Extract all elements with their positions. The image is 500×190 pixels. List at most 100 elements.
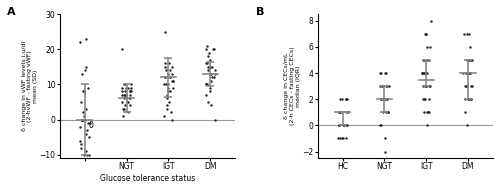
Point [421, 85, 429, 88]
Point [419, 59, 427, 62]
Point [426, 19, 434, 22]
Point [464, 72, 472, 75]
Point [118, 48, 126, 51]
Point [342, 98, 350, 101]
Point [126, 90, 134, 93]
Point [127, 86, 135, 89]
Point [78, 118, 86, 121]
Point [423, 111, 431, 114]
Point [466, 59, 474, 62]
Point [422, 32, 430, 35]
Point [463, 85, 471, 88]
Point [79, 118, 87, 121]
Point [465, 59, 473, 62]
Point [423, 72, 431, 75]
Point [385, 85, 393, 88]
Point [376, 72, 384, 75]
Y-axis label: δ change in vWF levels i.u/dl
(2-hvWF - fasting vWF)
mean (SD): δ change in vWF levels i.u/dl (2-hvWF - … [22, 41, 38, 131]
Point [128, 90, 136, 93]
Point [376, 85, 384, 88]
Point [334, 137, 342, 140]
Point [338, 98, 346, 101]
Point [377, 72, 385, 75]
Point [378, 85, 386, 88]
Point [161, 30, 169, 33]
Point [376, 124, 384, 127]
Point [382, 111, 390, 114]
Point [421, 98, 429, 101]
Point [342, 124, 350, 127]
Point [340, 124, 347, 127]
Point [202, 62, 210, 65]
Point [86, 122, 94, 125]
Point [126, 93, 134, 97]
Point [82, 108, 90, 111]
Point [118, 86, 126, 89]
Point [208, 79, 216, 82]
Point [78, 111, 86, 114]
Point [120, 93, 128, 97]
Point [204, 69, 212, 72]
Point [336, 111, 344, 114]
Point [460, 32, 468, 35]
Point [460, 111, 468, 114]
Point [168, 79, 176, 82]
Point [122, 97, 130, 100]
Point [162, 76, 170, 79]
Point [126, 83, 134, 86]
Point [118, 93, 126, 97]
Point [118, 101, 126, 104]
Point [342, 137, 350, 140]
Point [418, 72, 426, 75]
Point [420, 111, 428, 114]
Point [78, 142, 86, 146]
Point [419, 85, 427, 88]
Point [80, 90, 88, 93]
Point [162, 69, 170, 72]
Point [169, 79, 177, 82]
Point [342, 124, 350, 127]
Point [166, 76, 173, 79]
Point [163, 104, 171, 107]
Point [419, 98, 427, 101]
Point [421, 32, 429, 35]
Point [82, 132, 90, 135]
Point [383, 85, 391, 88]
Point [160, 115, 168, 118]
Point [204, 55, 212, 58]
Point [211, 72, 219, 75]
Point [422, 85, 430, 88]
Point [378, 85, 386, 88]
Point [464, 98, 471, 101]
Point [166, 69, 174, 72]
Point [339, 137, 347, 140]
Point [122, 93, 130, 97]
Point [418, 72, 426, 75]
Point [206, 72, 214, 75]
Point [210, 48, 218, 51]
Point [80, 90, 88, 93]
Point [125, 97, 133, 100]
Point [169, 86, 177, 89]
Point [338, 137, 346, 140]
Point [459, 72, 467, 75]
Point [424, 111, 432, 114]
Point [122, 86, 130, 89]
Point [467, 98, 475, 101]
Point [424, 59, 432, 62]
Point [79, 90, 87, 93]
Point [164, 72, 172, 75]
Point [466, 59, 473, 62]
Point [463, 59, 471, 62]
Point [76, 41, 84, 44]
Point [204, 44, 212, 47]
Text: A: A [7, 7, 16, 17]
Point [161, 65, 169, 68]
Point [468, 59, 476, 62]
Point [420, 72, 428, 75]
Point [335, 124, 343, 127]
Point [336, 137, 344, 140]
Point [164, 90, 172, 93]
Point [76, 125, 84, 128]
Point [163, 108, 171, 111]
